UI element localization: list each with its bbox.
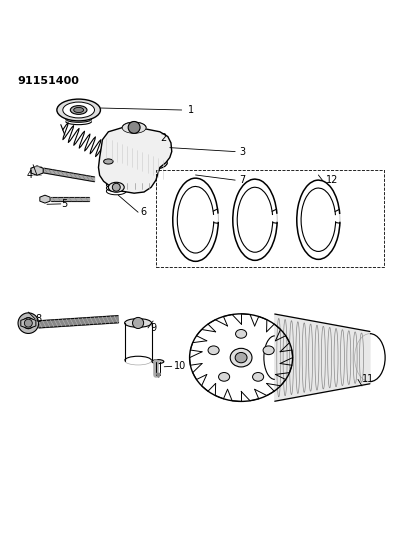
Circle shape xyxy=(18,313,39,334)
Ellipse shape xyxy=(122,122,146,133)
Ellipse shape xyxy=(235,329,247,338)
Polygon shape xyxy=(51,197,89,201)
Text: 2: 2 xyxy=(160,133,166,143)
Polygon shape xyxy=(40,195,50,203)
Text: 91151400: 91151400 xyxy=(17,76,79,86)
Ellipse shape xyxy=(124,319,152,327)
Ellipse shape xyxy=(152,360,164,364)
Text: 9: 9 xyxy=(150,323,156,333)
Ellipse shape xyxy=(263,346,274,354)
Ellipse shape xyxy=(70,106,87,115)
Text: 6: 6 xyxy=(140,207,146,217)
Circle shape xyxy=(23,318,34,329)
Ellipse shape xyxy=(253,373,264,381)
Ellipse shape xyxy=(74,108,84,112)
Text: 4: 4 xyxy=(27,171,33,180)
Ellipse shape xyxy=(57,99,101,121)
Text: 1: 1 xyxy=(188,105,194,115)
Ellipse shape xyxy=(219,373,230,381)
Polygon shape xyxy=(99,127,172,193)
Circle shape xyxy=(128,122,140,133)
Text: 10: 10 xyxy=(174,361,186,372)
Ellipse shape xyxy=(63,102,95,118)
Ellipse shape xyxy=(230,349,252,367)
Ellipse shape xyxy=(104,159,113,164)
Text: 7: 7 xyxy=(239,175,245,185)
Polygon shape xyxy=(21,318,36,329)
Circle shape xyxy=(24,319,32,327)
Text: 11: 11 xyxy=(362,374,374,384)
Polygon shape xyxy=(38,316,119,328)
Bar xyxy=(156,170,384,267)
Text: 8: 8 xyxy=(35,314,41,324)
Text: 12: 12 xyxy=(326,175,339,185)
Polygon shape xyxy=(31,166,43,175)
Ellipse shape xyxy=(109,182,124,192)
Ellipse shape xyxy=(235,352,247,363)
Ellipse shape xyxy=(208,346,219,354)
Circle shape xyxy=(132,318,144,328)
Polygon shape xyxy=(44,168,95,182)
Text: 3: 3 xyxy=(239,147,245,157)
Text: 5: 5 xyxy=(61,199,67,209)
Circle shape xyxy=(113,183,120,191)
Polygon shape xyxy=(275,314,370,401)
